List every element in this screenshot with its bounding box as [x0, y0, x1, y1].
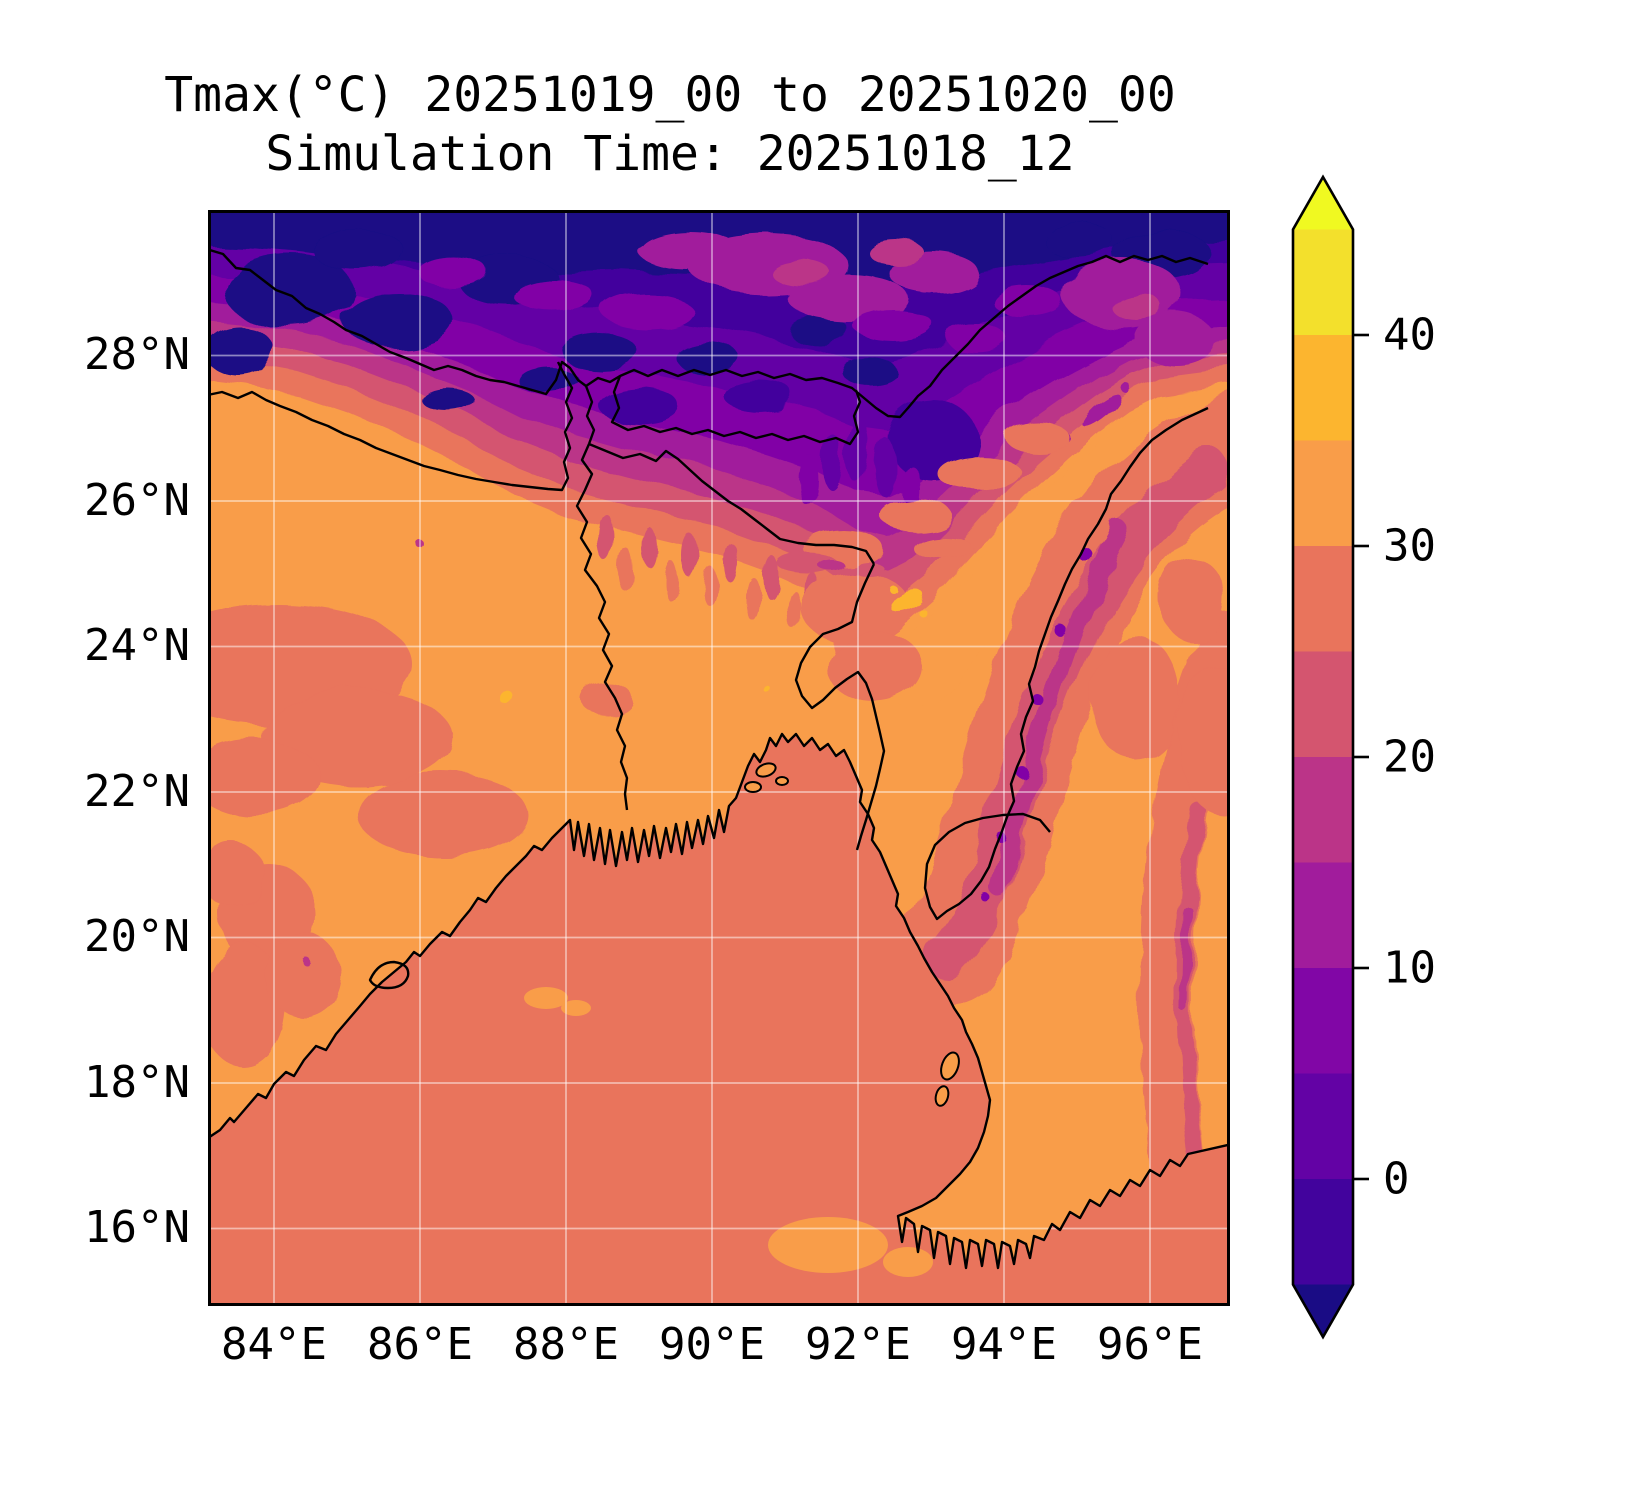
x-tick-86e: 86°E: [367, 1319, 473, 1370]
x-tick-88e: 88°E: [513, 1319, 619, 1370]
y-tick-20n: 20°N: [84, 911, 190, 962]
border-bangladesh-west: [575, 443, 629, 811]
meghalaya-rim-dashes: [776, 551, 883, 575]
cb-label-30: 30: [1383, 521, 1436, 572]
cb-label-40: 40: [1383, 310, 1436, 361]
y-tick-16n: 16°N: [84, 1202, 190, 1253]
border-sikkim-east: [584, 385, 596, 445]
plot-title: Tmax(°C) 20251019_00 to 20251020_00 Simul…: [0, 66, 1340, 184]
y-tick-22n: 22°N: [84, 766, 190, 817]
map-canvas: [208, 210, 1230, 1306]
colorbar-tick-labels: 40 30 20 10 0: [1383, 310, 1436, 1205]
cb-label-10: 10: [1383, 943, 1436, 994]
border-india-myanmar: [923, 406, 1209, 921]
plot-title-line2: Simulation Time: 20251018_12: [265, 126, 1075, 182]
y-tick-26n: 26°N: [84, 475, 190, 526]
y-tick-24n: 24°N: [84, 620, 190, 671]
x-tick-90e: 90°E: [659, 1319, 765, 1370]
x-tick-94e: 94°E: [951, 1319, 1057, 1370]
cb-label-20: 20: [1383, 732, 1436, 783]
colorbar-segments: [1293, 177, 1353, 1337]
islands: [744, 762, 960, 1107]
cold-mottle-light: [418, 230, 1216, 480]
border-himalaya-china: [208, 248, 1209, 419]
x-tick-92e: 92°E: [805, 1319, 911, 1370]
border-bangladesh-north: [588, 442, 876, 565]
chilika-lagoon-outline: [368, 960, 410, 990]
colorbar-outline: [1291, 174, 1355, 1340]
hot-spots: [497, 586, 928, 702]
country-borders: [208, 248, 1209, 921]
colorbar: 40 30 20 10 0: [1291, 174, 1436, 1340]
gridlines: [208, 210, 1230, 1306]
bay-of-bengal-sea: [208, 734, 1230, 1306]
border-bhutan: [610, 375, 862, 446]
colorbar-arrow-under: [1293, 1284, 1353, 1337]
map-frame: [208, 210, 1230, 1306]
plot-title-line1: Tmax(°C) 20251019_00 to 20251020_00: [164, 67, 1176, 123]
colorbar-arrow-over: [1293, 177, 1353, 230]
coastline: [208, 732, 1230, 1270]
x-tick-84e: 84°E: [221, 1319, 327, 1370]
colorbar-ticks: [1353, 333, 1369, 1181]
border-nepal-south: [208, 361, 574, 492]
foothill-fingers: [600, 416, 919, 660]
plain-cool-patches: [208, 423, 1230, 1067]
x-tick-96e: 96°E: [1097, 1319, 1203, 1370]
y-tick-18n: 18°N: [84, 1057, 190, 1108]
border-bangladesh-east: [794, 563, 886, 851]
cb-label-0: 0: [1383, 1154, 1410, 1205]
y-tick-28n: 28°N: [84, 329, 190, 380]
